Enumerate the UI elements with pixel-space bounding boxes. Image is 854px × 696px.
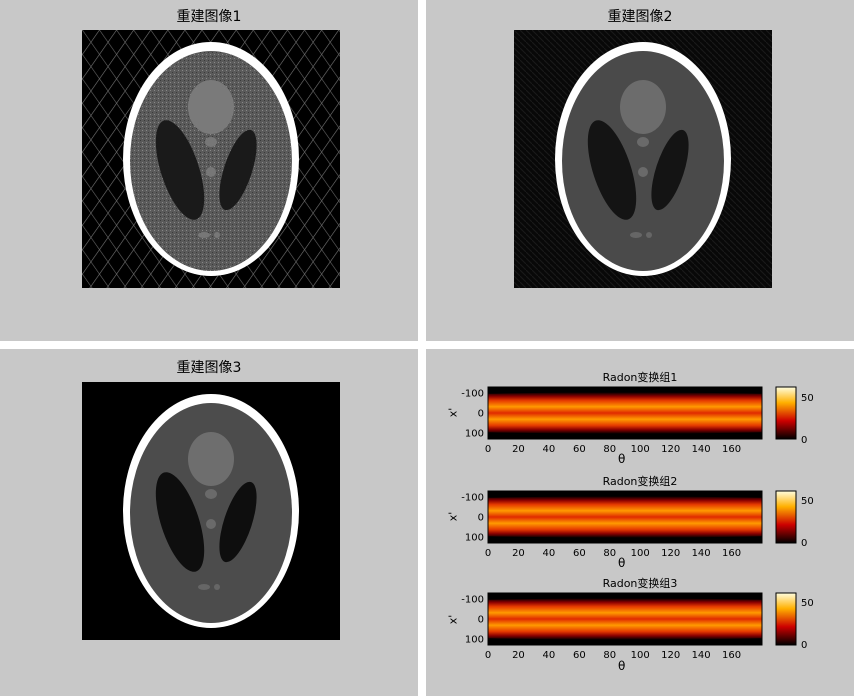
radon-xtick-2-120: 120: [661, 548, 680, 559]
radon-ytick-2--100: -100: [461, 493, 484, 504]
radon-xtick-2-0: 0: [485, 548, 491, 559]
radon-ylabel-1: x': [446, 407, 460, 418]
radon-xtick-1-40: 40: [543, 444, 556, 455]
radon-xtick-1-140: 140: [692, 444, 711, 455]
radon-axes-frame-3: [487, 592, 763, 646]
radon-xtick-1-60: 60: [573, 444, 586, 455]
radon-xlabel-3: θ: [618, 659, 626, 673]
reconstruction-image-1: [82, 30, 340, 288]
radon-xtick-2-20: 20: [512, 548, 525, 559]
radon-ytick-3-0: 0: [478, 615, 484, 626]
radon-xtick-3-80: 80: [603, 650, 616, 661]
radon-title-2: Radon变换组2: [602, 475, 678, 488]
radon-sinogram-1: [488, 392, 762, 434]
radon-xtick-2-160: 160: [722, 548, 741, 559]
radon-ytick-2-0: 0: [478, 513, 484, 524]
radon-xtick-2-40: 40: [543, 548, 556, 559]
colorbar-max-1: 50: [801, 393, 814, 404]
radon-colorbar-3: [775, 592, 797, 646]
colorbar-max-2: 50: [801, 496, 814, 507]
radon-axes-frame-1: [487, 386, 763, 440]
figure-panel-radon: Radon变换组1 Radon变换组2 Radon变换组3 θ θ θ: [426, 349, 854, 696]
panel-title-1: 重建图像1: [176, 9, 242, 25]
colorbar-min-1: 0: [801, 435, 808, 446]
radon-xtick-3-0: 0: [485, 650, 491, 661]
radon-xlabel-1: θ: [618, 452, 626, 466]
figure-panel-1: 重建图像1: [0, 0, 418, 341]
radon-xtick-3-120: 120: [661, 650, 680, 661]
radon-ytick-3-100: 100: [465, 635, 484, 646]
radon-colorbar-2: [775, 490, 797, 544]
radon-xtick-1-80: 80: [603, 444, 616, 455]
reconstruction-image-2: [514, 30, 772, 288]
radon-xtick-2-140: 140: [692, 548, 711, 559]
radon-ytick-1-0: 0: [478, 409, 484, 420]
radon-ylabel-2: x': [446, 511, 460, 522]
radon-xtick-3-40: 40: [543, 650, 556, 661]
radon-sinogram-2: [488, 496, 762, 538]
radon-xtick-3-160: 160: [722, 650, 741, 661]
colorbar-min-2: 0: [801, 538, 808, 549]
radon-xtick-1-160: 160: [722, 444, 741, 455]
radon-xtick-2-100: 100: [631, 548, 650, 559]
radon-ylabel-3: x': [446, 614, 460, 625]
radon-xtick-3-140: 140: [692, 650, 711, 661]
reconstruction-image-3: [82, 382, 340, 640]
radon-title-1: Radon变换组1: [602, 371, 678, 384]
radon-ytick-2-100: 100: [465, 533, 484, 544]
colorbar-max-3: 50: [801, 598, 814, 609]
radon-xtick-1-0: 0: [485, 444, 491, 455]
colorbar-min-3: 0: [801, 640, 808, 651]
radon-sinogram-3: [488, 598, 762, 640]
figure-panel-3: 重建图像3: [0, 349, 418, 696]
radon-xtick-1-20: 20: [512, 444, 525, 455]
radon-ytick-1-100: 100: [465, 429, 484, 440]
radon-colorbar-1: [775, 386, 797, 440]
radon-xtick-2-80: 80: [603, 548, 616, 559]
radon-xtick-3-100: 100: [631, 650, 650, 661]
radon-title-3: Radon变换组3: [602, 577, 678, 590]
radon-ytick-1--100: -100: [461, 389, 484, 400]
figure-panel-2: 重建图像2: [426, 0, 854, 341]
radon-xtick-3-60: 60: [573, 650, 586, 661]
divider-horizontal: [0, 341, 854, 349]
radon-xtick-1-100: 100: [631, 444, 650, 455]
radon-xtick-1-120: 120: [661, 444, 680, 455]
radon-axes-frame-2: [487, 490, 763, 544]
radon-xlabel-2: θ: [618, 556, 626, 570]
panel-title-3: 重建图像3: [176, 360, 242, 376]
panel-title-2: 重建图像2: [607, 9, 673, 25]
radon-xtick-2-60: 60: [573, 548, 586, 559]
radon-ytick-3--100: -100: [461, 595, 484, 606]
radon-xtick-3-20: 20: [512, 650, 525, 661]
